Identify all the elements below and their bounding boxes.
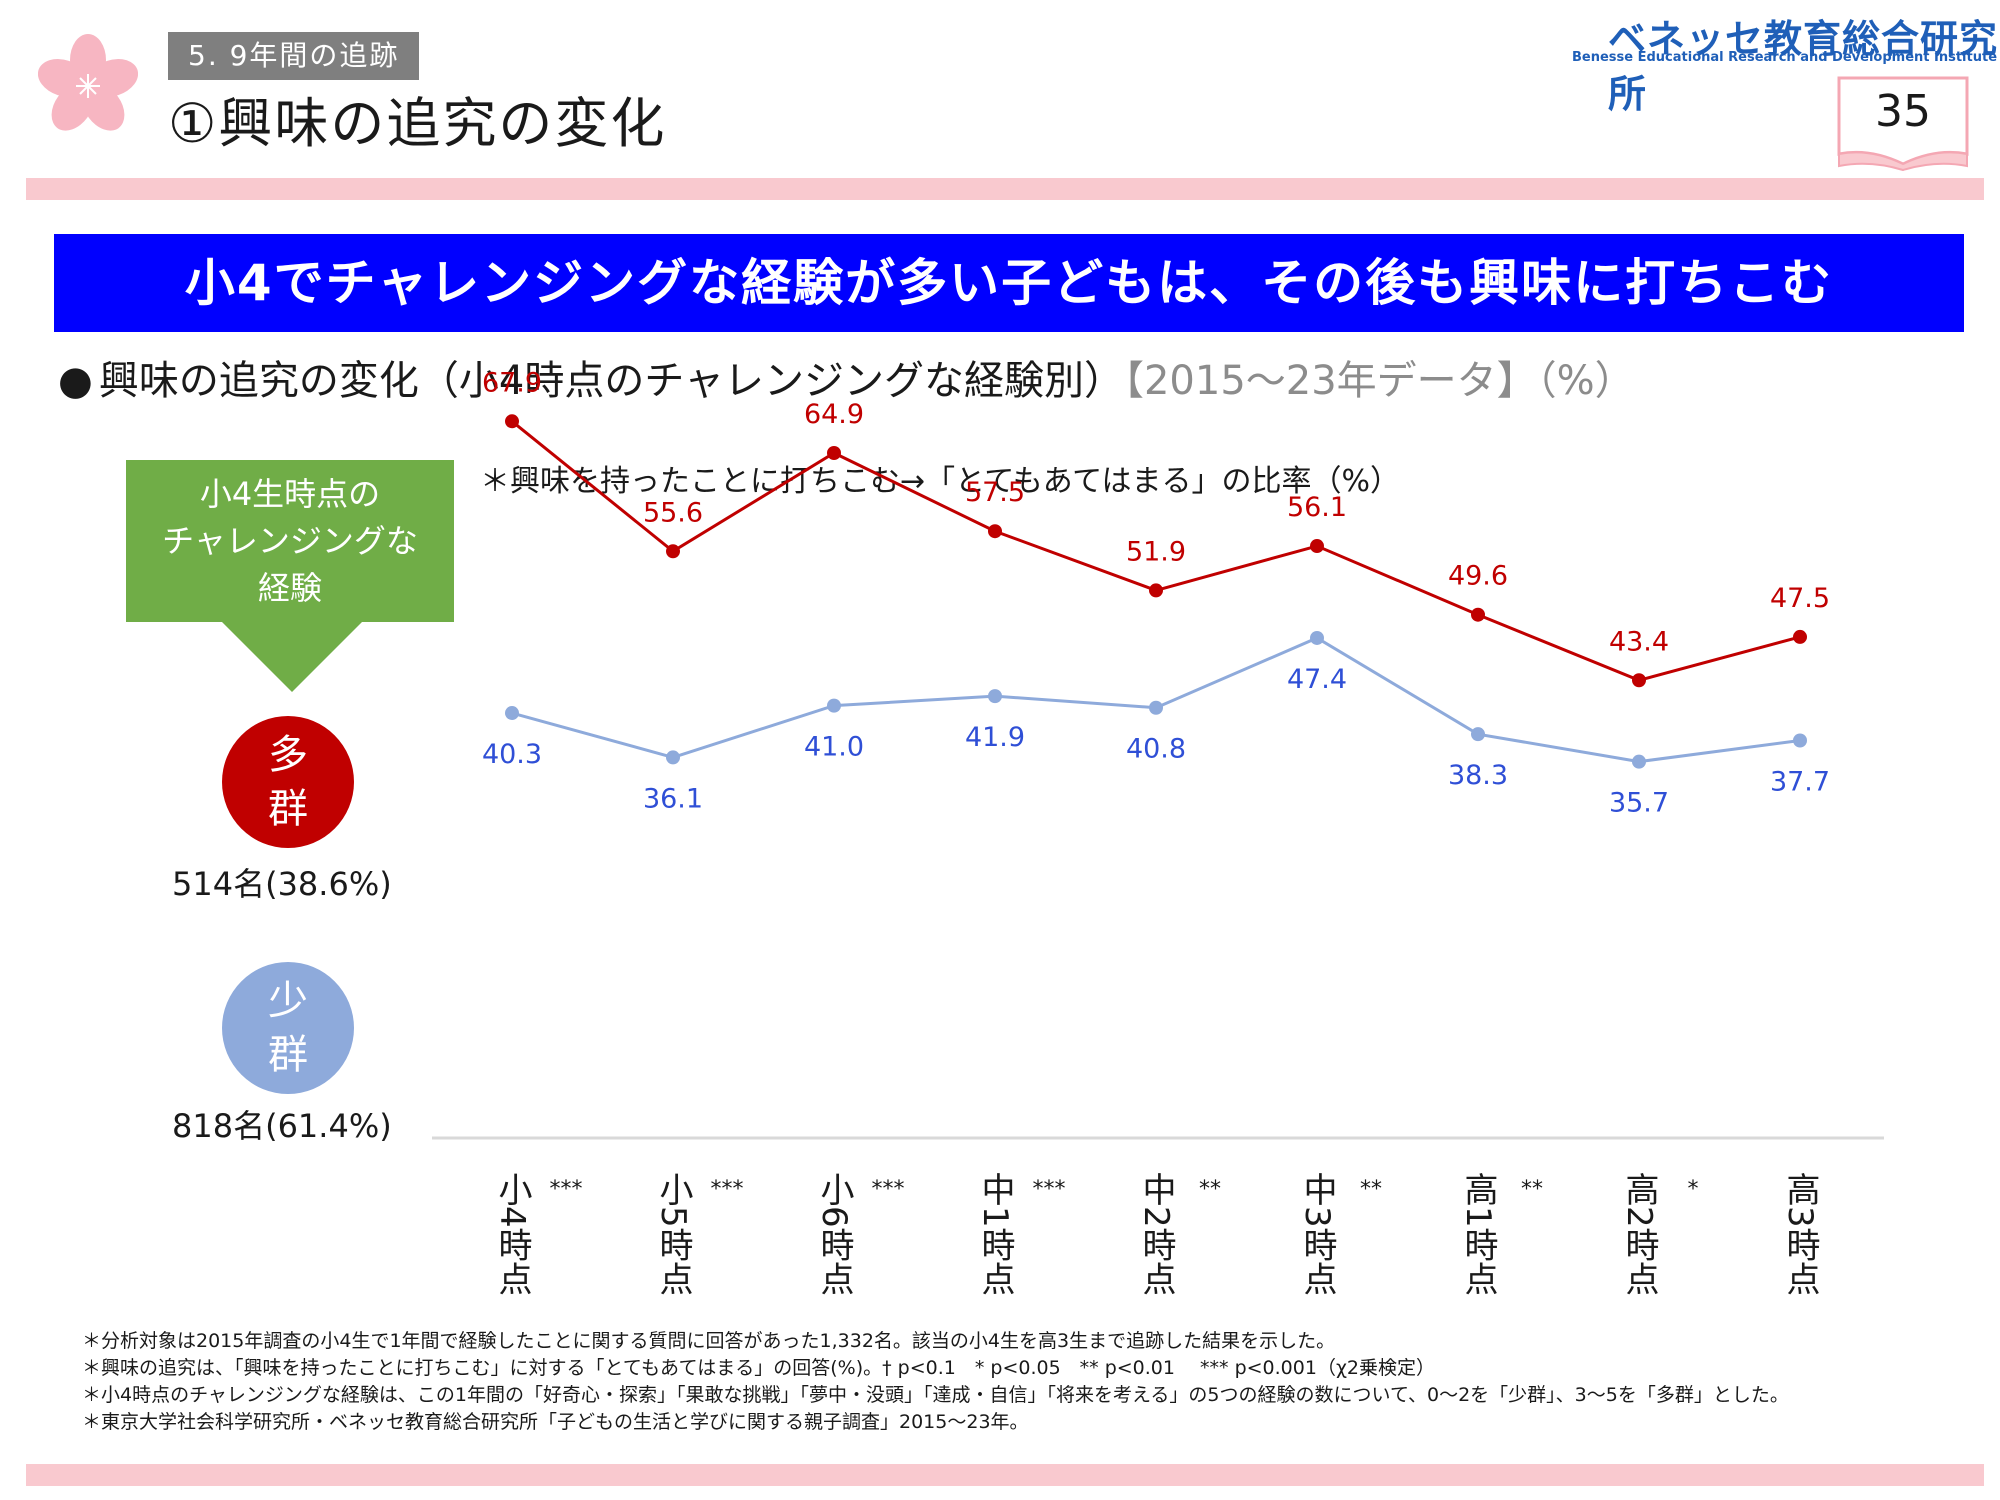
footnote: ＊東京大学社会科学研究所・ベネッセ教育総合研究所「子どもの生活と学びに関する親子… — [82, 1411, 1029, 1433]
x-tick-label: 中3時点 — [1297, 1172, 1337, 1296]
data-label-low: 41.9 — [965, 722, 1025, 753]
page-number: 35 — [1875, 86, 1931, 137]
significance-mark: *** — [711, 1177, 744, 1202]
logo-text-en: Benesse Educational Research and Develop… — [1572, 50, 1998, 65]
data-point-high — [827, 446, 841, 461]
x-tick-label: 小6時点 — [814, 1172, 854, 1296]
low-group-label: 少 — [268, 978, 308, 1024]
footnotes: ＊分析対象は2015年調査の小4生で1年間で経験したことに関する質問に回答があっ… — [82, 1328, 1789, 1436]
data-point-low — [1310, 630, 1324, 645]
low-group-count: 818名(61.4%) — [172, 1107, 392, 1145]
sub-heading: ● 興味の追究の変化（小4時点のチャレンジングな経験別）【2015～23年データ】… — [58, 356, 1635, 406]
high-group-count: 514名(38.6%) — [172, 865, 392, 903]
x-tick-label: 中2時点 — [1136, 1172, 1176, 1296]
bullet-icon: ● — [58, 358, 93, 404]
data-point-high — [988, 524, 1002, 539]
data-label-high: 43.4 — [1609, 626, 1669, 657]
data-point-high — [1149, 583, 1163, 598]
data-label-low: 40.3 — [482, 739, 542, 770]
data-point-low — [666, 750, 680, 765]
series-line-low — [511, 636, 1801, 764]
bottom-divider — [26, 1464, 1984, 1486]
data-point-low — [1471, 727, 1485, 742]
data-label-high: 51.9 — [1126, 536, 1186, 567]
significance-mark: * — [1688, 1177, 1699, 1202]
experience-label-line: 経験 — [257, 568, 322, 607]
unit-label: （%） — [1536, 358, 1635, 404]
data-label-low: 37.7 — [1770, 767, 1830, 798]
data-point-low — [988, 689, 1002, 704]
significance-mark: *** — [550, 1177, 583, 1202]
experience-label-line: チャレンジングな — [162, 521, 418, 560]
high-group-badge: 多 群 — [222, 716, 354, 848]
data-label-low: 38.3 — [1448, 760, 1508, 791]
x-tick-label: 高3時点 — [1780, 1172, 1820, 1296]
data-point-high — [1632, 673, 1646, 688]
data-label-low: 40.8 — [1126, 734, 1186, 765]
high-group-label: 多 — [268, 732, 308, 778]
footnote: ＊興味の追究は、「興味を持ったことに打ちこむ」に対する「とてもあてはまる」の回答… — [82, 1357, 1436, 1379]
low-group-label: 群 — [268, 1032, 308, 1078]
data-point-low — [1632, 754, 1646, 769]
headline-banner: 小4でチャレンジングな経験が多い子どもは、その後も興味に打ちこむ — [54, 234, 1964, 332]
data-point-low — [827, 698, 841, 713]
x-tick-label: 中1時点 — [975, 1172, 1015, 1296]
sub-heading-text: 興味の追究の変化（小4時点のチャレンジングな経験別） — [98, 358, 1124, 404]
data-label-low: 47.4 — [1287, 664, 1347, 695]
significance-mark: ** — [1360, 1177, 1382, 1202]
data-point-high — [1793, 629, 1807, 644]
data-label-low: 36.1 — [643, 783, 703, 814]
x-tick-label: 高1時点 — [1458, 1172, 1498, 1296]
data-label-high: 47.5 — [1770, 583, 1830, 614]
significance-mark: *** — [872, 1177, 905, 1202]
data-point-high — [666, 544, 680, 559]
data-label-high: 49.6 — [1448, 561, 1508, 592]
significance-mark: ** — [1521, 1177, 1543, 1202]
data-point-high — [1310, 539, 1324, 554]
low-group-badge: 少 群 — [222, 962, 354, 1094]
experience-label-line: 小4生時点の — [199, 474, 381, 513]
series-line-high — [511, 420, 1801, 682]
data-point-high — [1471, 607, 1485, 622]
significance-mark: ** — [1199, 1177, 1221, 1202]
x-tick-label: 小4時点 — [492, 1172, 532, 1296]
x-tick-label: 高2時点 — [1619, 1172, 1659, 1296]
data-point-low — [1149, 700, 1163, 715]
high-group-label: 群 — [268, 786, 308, 832]
data-point-low — [505, 706, 519, 721]
down-arrow-icon — [222, 622, 362, 692]
section-tag: 5. 9年間の追跡 — [168, 32, 420, 80]
experience-label-box: 小4生時点の チャレンジングな 経験 — [126, 460, 454, 622]
top-divider — [26, 178, 1984, 200]
data-point-high — [505, 414, 519, 429]
logo-text-jp: ベネッセ教育総合研究所 — [1608, 17, 1999, 116]
footnote: ＊分析対象は2015年調査の小4生で1年間で経験したことに関する質問に回答があっ… — [82, 1330, 1336, 1352]
chart-note: ＊興味を持ったことに打ちこむ→「とてもあてはまる」の比率（%） — [480, 464, 1401, 499]
data-label-low: 35.7 — [1609, 788, 1669, 819]
footnote: ＊小4時点のチャレンジングな経験は、この1年間の「好奇心・探索」「果敢な挑戦」「… — [82, 1384, 1789, 1406]
x-tick-label: 小5時点 — [653, 1172, 693, 1296]
book-icon — [1837, 76, 1969, 172]
page-title: ①興味の追究の変化 — [168, 92, 667, 155]
data-point-low — [1793, 733, 1807, 748]
significance-mark: *** — [1033, 1177, 1066, 1202]
data-period-tag: 【2015～23年データ】 — [1123, 358, 1537, 404]
data-label-low: 41.0 — [804, 732, 864, 763]
sakura-icon — [38, 34, 138, 131]
